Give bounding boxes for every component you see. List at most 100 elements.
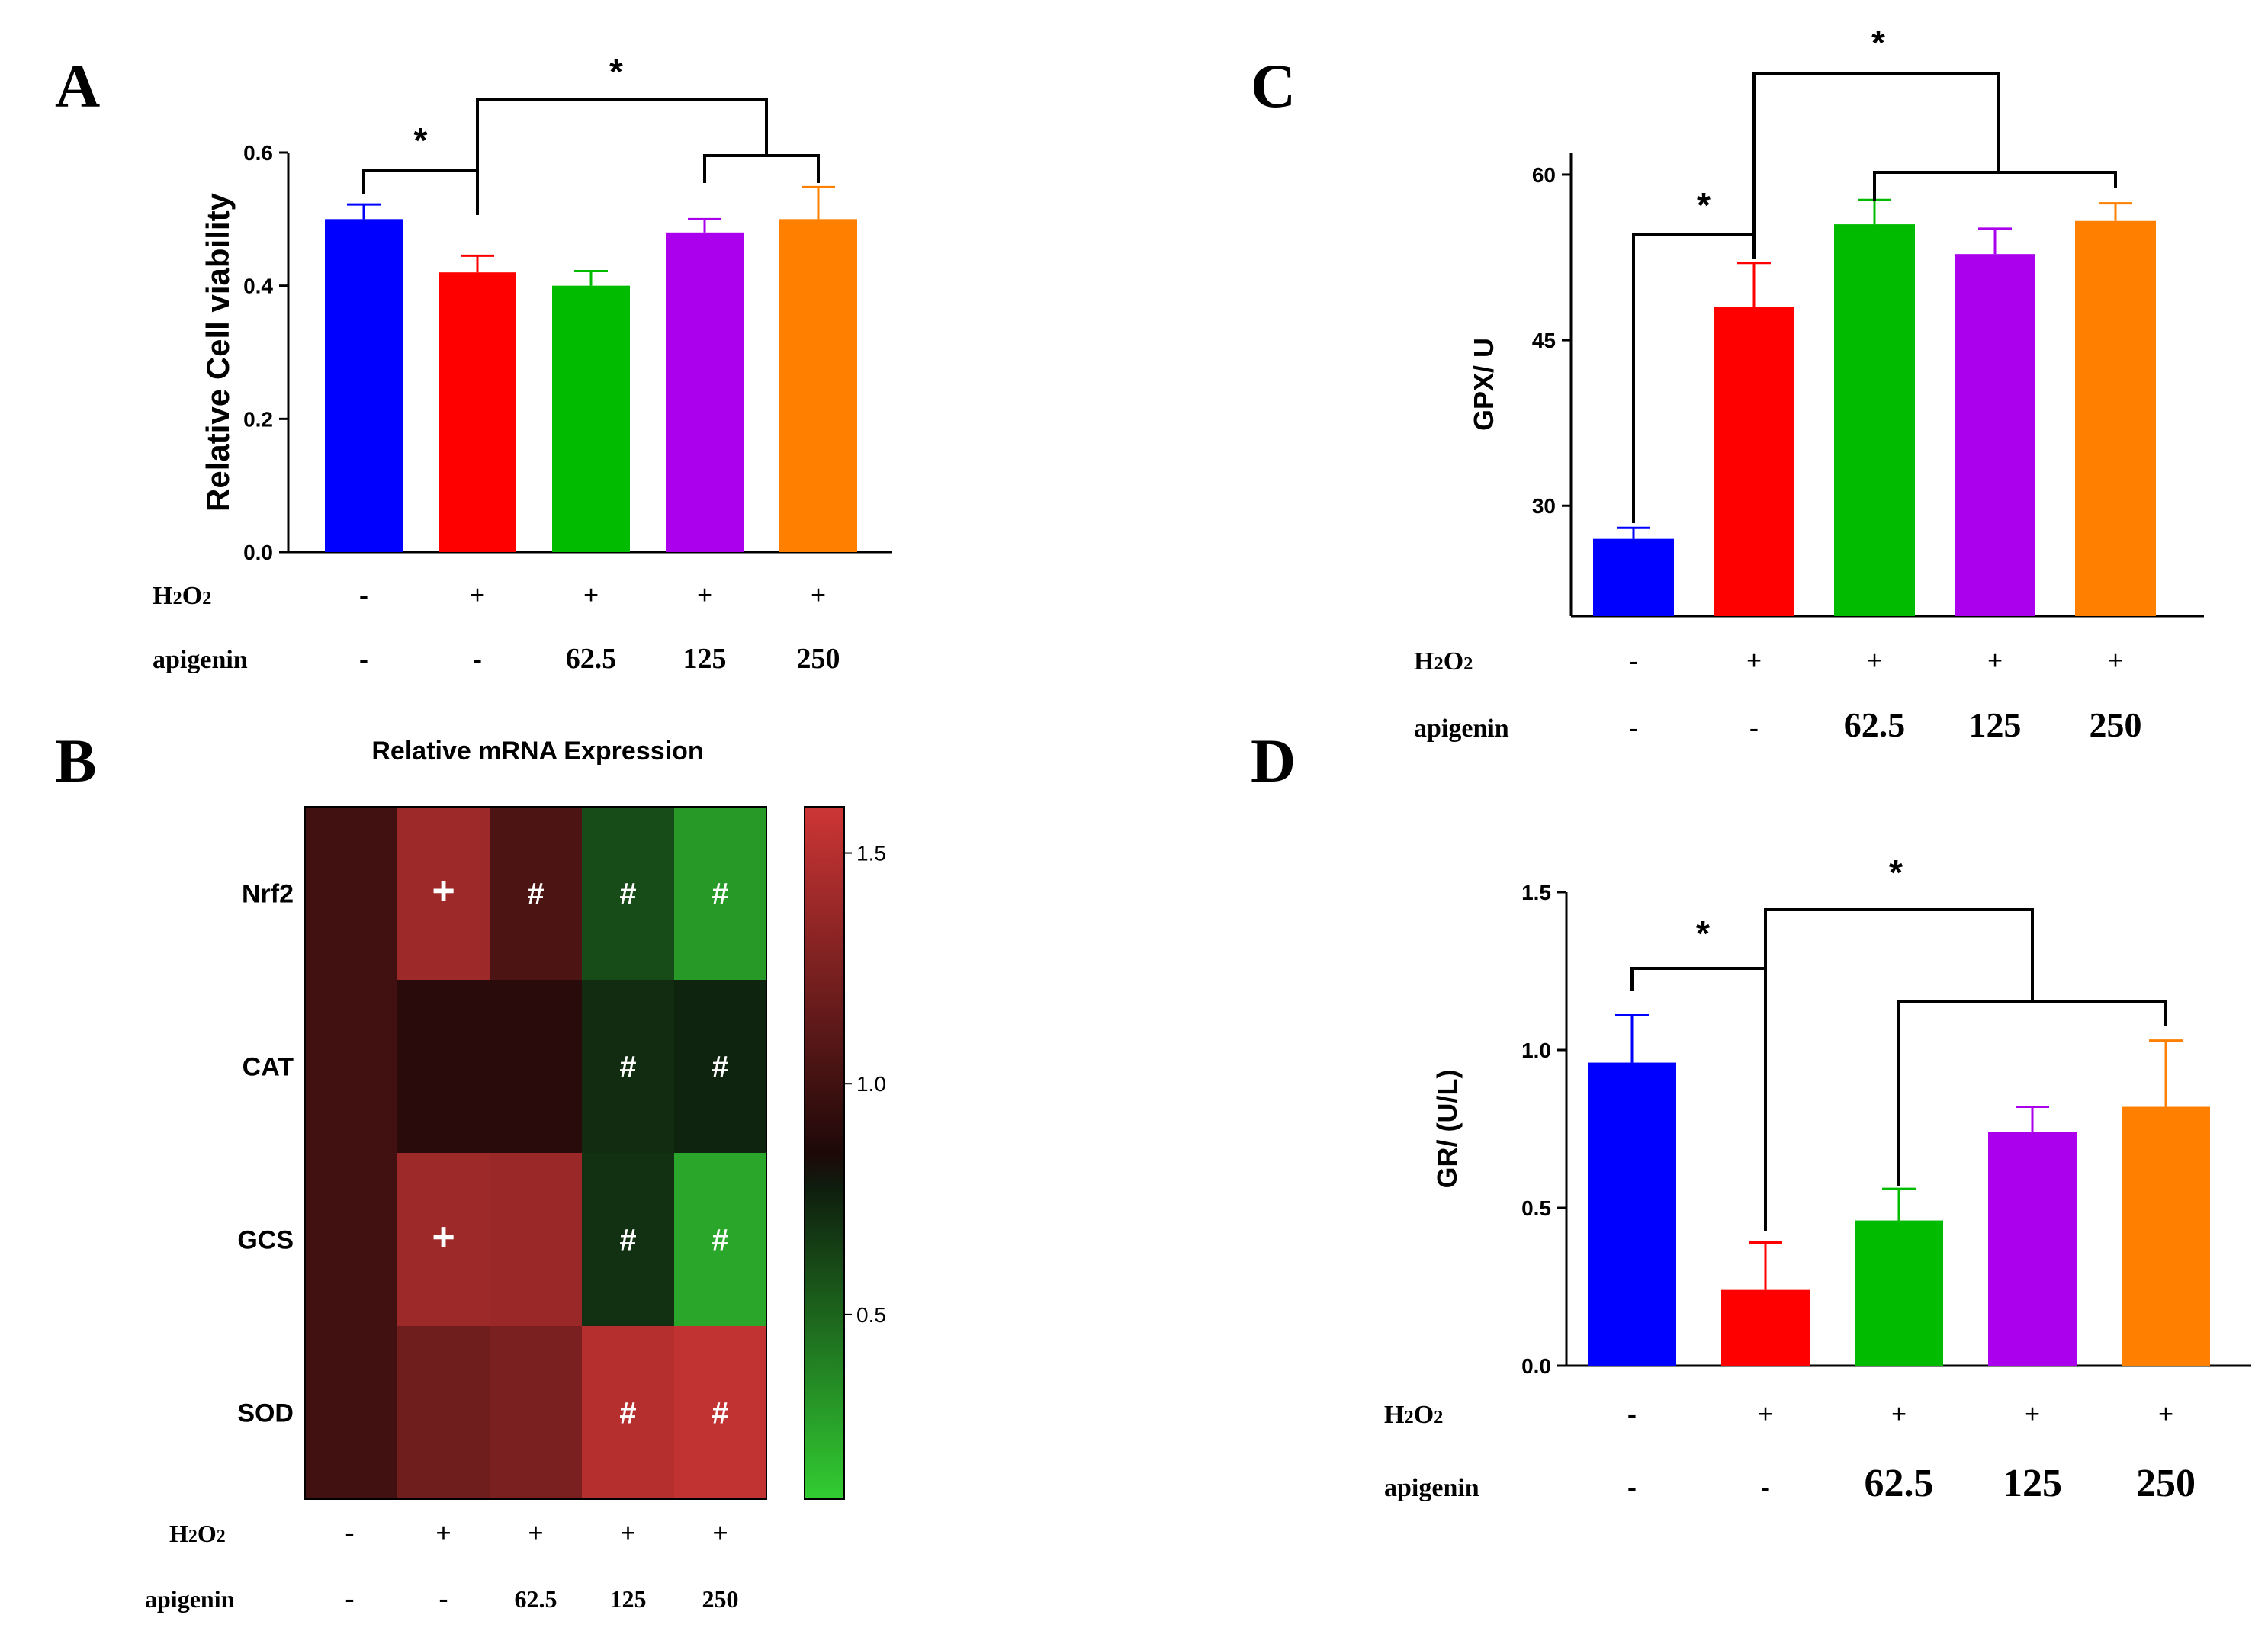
y-tick-label: 30 — [1532, 494, 1556, 518]
row-value: + — [620, 1517, 636, 1548]
y-tick-label: 0.2 — [243, 407, 273, 431]
bar — [1834, 224, 1915, 617]
heatmap-cell — [397, 807, 490, 980]
row-label-apigenin: apigenin — [145, 1585, 235, 1613]
row-value: 125 — [683, 643, 727, 675]
heatmap-cell — [490, 980, 582, 1153]
heatmap-mark: # — [619, 878, 636, 911]
row-label-apigenin: apigenin — [153, 646, 248, 674]
heatmap-mark: # — [712, 1397, 728, 1430]
bar — [2075, 220, 2156, 616]
row-value: 250 — [702, 1585, 739, 1613]
row-value: + — [811, 580, 826, 610]
heatmap-cell — [305, 807, 397, 980]
row-value: + — [1746, 645, 1762, 676]
bar — [552, 285, 630, 552]
y-tick-label: 0.0 — [243, 541, 273, 564]
bar — [1593, 538, 1674, 616]
bracket-c2 — [1873, 171, 2117, 201]
significance-star: * — [1871, 23, 1885, 63]
row-value: 62.5 — [515, 1585, 557, 1613]
row-value: + — [583, 580, 599, 610]
colorbar-tick-label: 1.5 — [856, 842, 886, 865]
colorbar-tick-label: 1.0 — [856, 1072, 886, 1096]
significance-star: * — [1889, 853, 1903, 892]
heatmap-cell — [397, 1153, 490, 1326]
row-value: + — [2025, 1398, 2040, 1429]
heatmap-cell — [490, 807, 582, 980]
heatmap-mark: + — [432, 1215, 455, 1260]
bracket-c3 — [1752, 72, 2000, 235]
heatmap-row-label: Nrf2 — [242, 880, 294, 909]
row-value: - — [1761, 1472, 1770, 1502]
panel-a-bar-chart: 0.0 0.2 0.4 0.6 Relative Cell viability H2O2 -… — [153, 52, 892, 675]
heatmap-mark: + — [432, 869, 455, 914]
row-value: + — [435, 1517, 451, 1548]
row-value: + — [470, 580, 485, 610]
heatmap-mark: # — [712, 1051, 728, 1084]
y-tick-label: 0.0 — [1521, 1354, 1551, 1378]
heatmap-mark: # — [619, 1224, 636, 1257]
bracket-a1 — [362, 169, 479, 215]
colorbar — [804, 806, 845, 1500]
heatmap-cell — [674, 1153, 766, 1326]
row-value: 125 — [610, 1585, 647, 1613]
row-value: + — [528, 1517, 544, 1548]
row-value: 62.5 — [566, 643, 617, 675]
row-value: - — [359, 580, 368, 610]
bar — [1988, 1132, 2077, 1366]
row-value: + — [1867, 645, 1882, 676]
row-value: 250 — [2136, 1462, 2196, 1505]
heatmap-cell — [305, 1153, 397, 1326]
heatmap-cell — [490, 1326, 582, 1499]
bracket-d3 — [1764, 908, 2034, 1002]
heatmap-cell — [305, 980, 397, 1153]
y-tick-label: 0.6 — [243, 141, 273, 165]
significance-star: * — [1696, 914, 1710, 953]
heatmap-mark: # — [619, 1397, 636, 1430]
y-axis-label: Relative Cell viability — [200, 192, 236, 511]
heatmap-cell — [582, 807, 674, 980]
y-tick-label: 0.5 — [1521, 1196, 1551, 1220]
y-tick-label: 60 — [1532, 163, 1556, 187]
y-axis-label: GPX/ U — [1468, 338, 1499, 431]
panel-label-c: C — [1251, 51, 1296, 120]
row-value: + — [712, 1517, 728, 1548]
row-value: - — [1629, 712, 1638, 743]
row-label-h2o2: H2O2 — [1384, 1401, 1443, 1429]
row-value: 125 — [1969, 705, 2022, 744]
panel-b-heatmap: Relative mRNA Expression + # # # Nrf2 # # CAT + # #… — [145, 737, 886, 1613]
row-value: 62.5 — [1865, 1462, 1934, 1505]
heatmap-cell — [490, 1153, 582, 1326]
bracket-a2 — [703, 154, 820, 183]
heatmap-row-label: CAT — [243, 1053, 294, 1082]
bar — [1721, 1289, 1810, 1366]
heatmap-cell — [582, 1326, 674, 1499]
bar — [1955, 254, 2035, 616]
bar — [439, 272, 516, 552]
significance-star: * — [1697, 185, 1711, 225]
panel-label-a: A — [55, 51, 100, 120]
row-value: 250 — [2090, 705, 2142, 744]
row-value: 250 — [797, 643, 840, 675]
bar — [1714, 307, 1794, 616]
bar — [1855, 1220, 1943, 1366]
bracket-c1 — [1632, 233, 1756, 523]
row-value: + — [1891, 1398, 1907, 1429]
y-axis-label: GR/ (U/L) — [1431, 1070, 1463, 1189]
y-tick-label: 0.4 — [243, 275, 273, 298]
row-label-apigenin: apigenin — [1384, 1474, 1479, 1502]
row-value: 125 — [2003, 1462, 2062, 1505]
heatmap-cell — [397, 1326, 490, 1499]
heatmap-cell — [674, 807, 766, 980]
heatmap-row-label: SOD — [237, 1399, 294, 1428]
heatmap-mark: # — [619, 1051, 636, 1084]
y-tick-label: 45 — [1532, 329, 1556, 352]
row-label-apigenin: apigenin — [1414, 714, 1509, 743]
row-value: - — [1749, 712, 1759, 743]
bar — [325, 219, 403, 552]
row-value: + — [1987, 645, 2003, 676]
heatmap-cell — [674, 980, 766, 1153]
row-value: - — [359, 644, 368, 674]
